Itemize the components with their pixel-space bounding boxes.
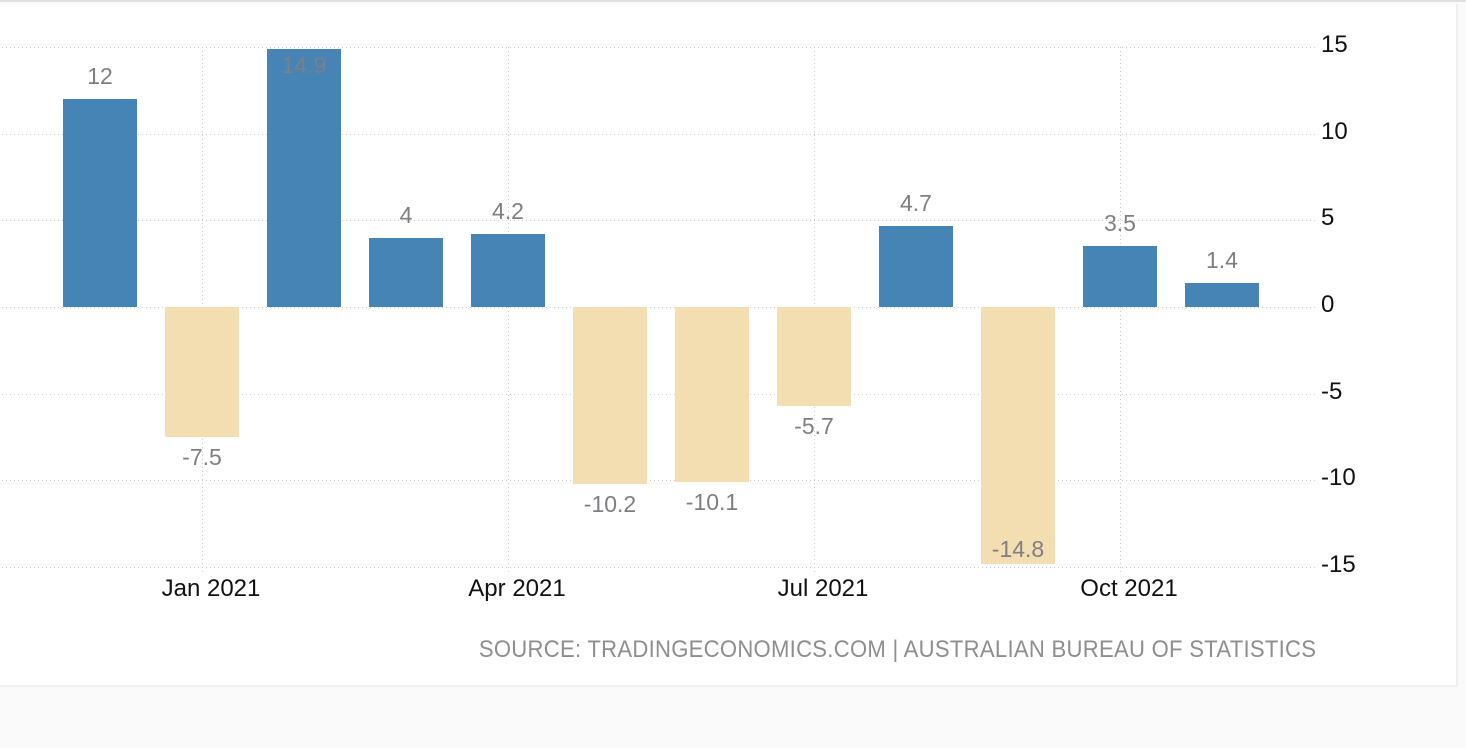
- x-axis-label: Apr 2021: [468, 575, 566, 602]
- bar-value-label: -5.7: [794, 413, 834, 439]
- bar-value-label: 4: [399, 202, 413, 228]
- bar-value-label: 14.9: [281, 52, 327, 78]
- bar-value-label: -10.1: [685, 489, 739, 515]
- y-axis-label: 5: [1321, 204, 1335, 231]
- bar-10[interactable]: [1083, 246, 1157, 307]
- x-axis-label: Jul 2021: [777, 575, 869, 602]
- gridline-horizontal: [2, 394, 1317, 395]
- source-attribution: SOURCE: TRADINGECONOMICS.COM | AUSTRALIA…: [478, 636, 1316, 663]
- bar-0[interactable]: [63, 99, 137, 307]
- gridline-horizontal: [2, 307, 1317, 308]
- gridline-vertical: [1120, 47, 1121, 573]
- x-axis-label: Oct 2021: [1080, 575, 1178, 602]
- y-axis-label: -10: [1321, 464, 1356, 491]
- bar-value-label: 12: [87, 63, 113, 89]
- x-axis-label: Jan 2021: [161, 575, 261, 602]
- bar-chart-plot: 15 10 5 0 -5 -10 -15 Jan 2021 Apr 2021 Jul 2021 Oc…: [0, 4, 1456, 685]
- gridline-horizontal: [2, 220, 1317, 221]
- bar-value-label: -7.5: [182, 444, 222, 470]
- y-axis-label: 0: [1321, 291, 1335, 318]
- chart-widget: 15 10 5 0 -5 -10 -15 Jan 2021 Apr 2021 Jul 2021 Oc…: [0, 4, 1458, 687]
- bar-2[interactable]: [267, 49, 341, 307]
- y-axis-label: 15: [1321, 31, 1348, 58]
- bar-value-label: -14.8: [991, 536, 1045, 562]
- bar-value-label: -10.2: [583, 491, 637, 517]
- bar-3[interactable]: [369, 238, 443, 307]
- y-axis-label: 10: [1321, 118, 1348, 145]
- bar-value-label: 4.2: [492, 198, 524, 224]
- bar-value-label: 4.7: [900, 190, 932, 216]
- gridline-horizontal: [2, 567, 1317, 568]
- gridline-horizontal: [2, 47, 1317, 48]
- bar-8[interactable]: [879, 226, 953, 307]
- gridline-horizontal: [2, 134, 1317, 135]
- bar-11[interactable]: [1185, 283, 1259, 307]
- bar-value-label: 3.5: [1104, 210, 1136, 236]
- gridline-horizontal: [2, 480, 1317, 481]
- bar-value-label: 1.4: [1206, 247, 1238, 273]
- gridline-vertical: [508, 47, 509, 573]
- bar-6[interactable]: [675, 307, 749, 482]
- bar-1[interactable]: [165, 307, 239, 437]
- y-axis-label: -5: [1321, 378, 1343, 405]
- bar-9[interactable]: [981, 307, 1055, 564]
- bar-5[interactable]: [573, 307, 647, 484]
- y-axis-label: -15: [1321, 551, 1356, 578]
- bar-7[interactable]: [777, 307, 851, 406]
- bar-4[interactable]: [471, 234, 545, 307]
